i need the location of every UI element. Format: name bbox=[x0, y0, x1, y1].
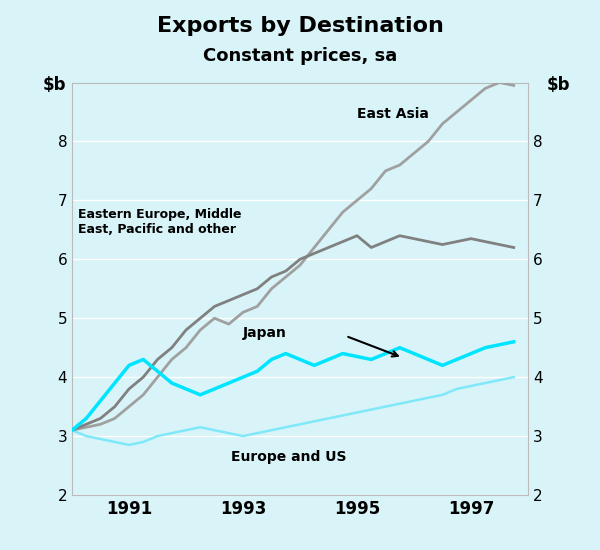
Text: Europe and US: Europe and US bbox=[231, 450, 346, 464]
Text: Eastern Europe, Middle
East, Pacific and other: Eastern Europe, Middle East, Pacific and… bbox=[77, 208, 241, 236]
Text: $b: $b bbox=[546, 76, 570, 94]
Text: $b: $b bbox=[42, 76, 66, 94]
Text: Exports by Destination: Exports by Destination bbox=[157, 16, 443, 36]
Text: Constant prices, sa: Constant prices, sa bbox=[203, 47, 397, 65]
Text: Japan: Japan bbox=[243, 326, 287, 340]
Text: East Asia: East Asia bbox=[357, 107, 429, 121]
